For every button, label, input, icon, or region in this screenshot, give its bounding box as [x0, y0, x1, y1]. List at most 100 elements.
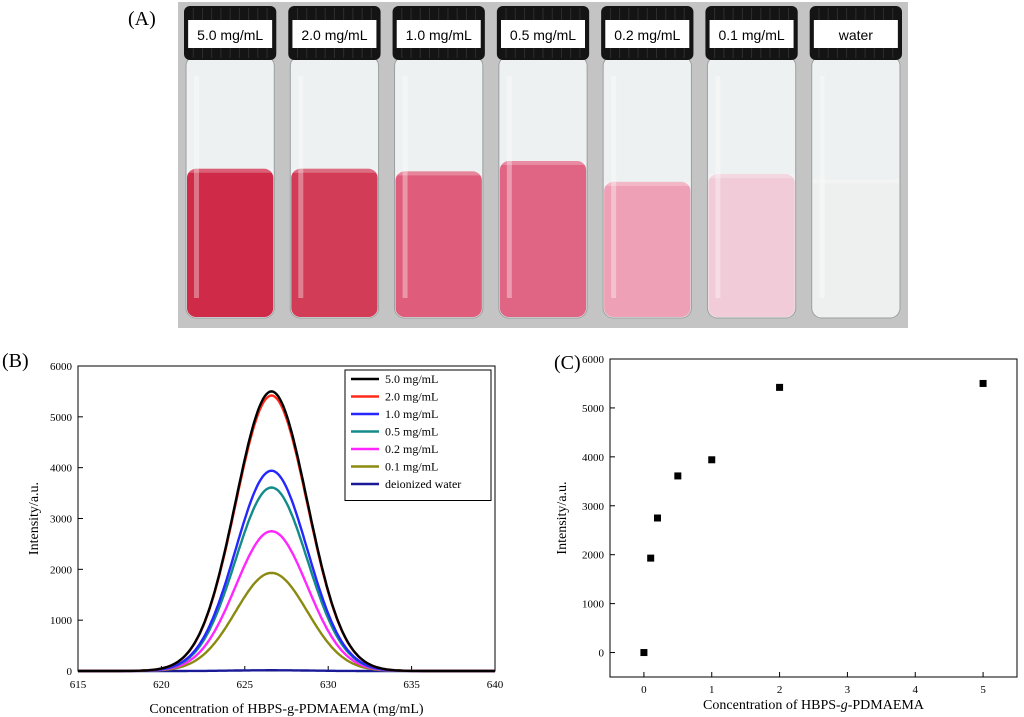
scatter-point [640, 649, 648, 657]
y-tick-label: 6000 [582, 354, 605, 366]
y-tick-label: 0 [599, 648, 605, 660]
vial-label-sticker [813, 20, 898, 48]
vial-meniscus [812, 179, 899, 184]
vial-highlight [506, 76, 512, 298]
vial-label: 0.5 mg/mL [510, 27, 576, 43]
vial-label-sticker [188, 20, 273, 48]
y-tick-label: 0 [67, 666, 73, 678]
y-tick-label: 2000 [50, 564, 73, 576]
scatter-point [979, 379, 987, 387]
scatter-point [674, 472, 682, 480]
vial-label: 5.0 mg/mL [197, 27, 263, 43]
panel-label-c: (C) [554, 352, 581, 374]
y-axis-label: Intensity/a.u. [27, 482, 42, 555]
spectrum-line [78, 390, 495, 673]
vials-photo: 5.0 mg/mL 2.0 mg/mL 1.0 mg/mL 0.5 mg/mL 0.2 … [178, 2, 908, 328]
vial-label: water [838, 27, 874, 43]
chart-b: 615 620 625 630 635 640 0 1000 2000 3000 4000 5000 6… [27, 361, 504, 717]
y-tick-label: 1000 [50, 615, 73, 627]
vial-liquid [604, 181, 691, 317]
x-tick-label: 625 [237, 679, 254, 691]
scatter-point [708, 456, 716, 464]
x-axis-label: Concentration of HBPS-g-PDMAEMA (mg/mL) [149, 702, 423, 717]
x-tick-label: 2 [777, 684, 783, 696]
spectrum-line [78, 486, 495, 673]
vial: 0.5 mg/mL [496, 6, 590, 319]
vial-label-sticker [605, 20, 690, 48]
vial-meniscus [187, 168, 274, 173]
y-tick-label: 4000 [50, 463, 73, 475]
y-tick-label: 3000 [50, 514, 73, 526]
vial-meniscus [499, 160, 587, 165]
x-tick-label: 630 [320, 679, 337, 691]
x-tick-label: 640 [487, 679, 504, 691]
x-tick-label: 635 [403, 679, 420, 691]
legend-entry: 5.0 mg/mL [385, 372, 438, 386]
vial-meniscus [291, 168, 378, 173]
y-axis-label: Intensity/a.u. [555, 481, 570, 554]
vial: 2.0 mg/mL [288, 6, 381, 319]
vial-label-sticker [396, 20, 481, 48]
vial-highlight [715, 76, 721, 298]
x-axis-label: Concentration of HBPS-g-PDMAEMA [703, 698, 925, 713]
vial: 1.0 mg/mL [392, 6, 485, 319]
vial-label-sticker [292, 20, 377, 48]
vial-label: 0.1 mg/mL [719, 27, 785, 43]
x-tick-label: 1 [709, 684, 715, 696]
vial-label-sticker [501, 20, 585, 48]
vial-liquid [291, 168, 378, 317]
spectrum-line [78, 571, 495, 673]
y-tick-label: 5000 [50, 412, 73, 424]
legend-box [344, 369, 492, 501]
legend-entry: 0.2 mg/mL [385, 442, 438, 456]
vial-label-sticker [709, 20, 794, 48]
x-axis-label-part: Concentration of HBPS- [703, 698, 841, 713]
vial: 0.2 mg/mL [601, 6, 694, 319]
y-tick-label: 6000 [50, 361, 73, 373]
y-tick-label: 3000 [582, 501, 605, 513]
x-tick-label: 4 [913, 684, 919, 696]
x-tick-label: 0 [641, 684, 647, 696]
y-tick-label: 5000 [582, 403, 605, 415]
vial-highlight [819, 76, 825, 298]
panel-label-a: (A) [128, 8, 156, 30]
vial-liquid [812, 179, 899, 317]
y-tick-label: 1000 [582, 599, 605, 611]
vial-liquid [187, 168, 274, 317]
x-tick-label: 3 [845, 684, 851, 696]
legend-entry: 2.0 mg/mL [385, 390, 438, 404]
vial-liquid [708, 174, 795, 317]
vial-label: 2.0 mg/mL [301, 27, 367, 43]
legend-entry: 0.5 mg/mL [385, 425, 438, 439]
vial-liquid [499, 160, 587, 317]
vial-highlight [298, 76, 304, 298]
y-tick-label: 4000 [582, 452, 605, 464]
x-tick-label: 5 [980, 684, 986, 696]
vial: water [809, 6, 902, 319]
vial-meniscus [708, 174, 795, 179]
x-tick-label: 615 [70, 679, 87, 691]
x-tick-label: 620 [153, 679, 170, 691]
plot-frame [609, 358, 1018, 678]
vial-meniscus [395, 171, 482, 176]
legend-entry: 0.1 mg/mL [385, 460, 438, 474]
scatter-point [776, 383, 784, 391]
vial-label: 1.0 mg/mL [406, 27, 472, 43]
scatter-point [647, 554, 655, 562]
vial-liquid [395, 171, 482, 317]
vial-highlight [194, 76, 199, 298]
legend-entry: deionized water [385, 477, 461, 491]
vial-highlight [611, 76, 617, 298]
y-tick-label: 2000 [582, 550, 605, 562]
scatter-point [653, 514, 661, 522]
legend-entry: 1.0 mg/mL [385, 407, 438, 421]
x-axis-label-part: -PDMAEMA [848, 698, 925, 713]
vial-highlight [402, 76, 408, 298]
vial: 5.0 mg/mL [184, 6, 277, 319]
panel-label-b: (B) [2, 350, 29, 372]
x-axis-label-part: g [841, 698, 848, 713]
vial-meniscus [604, 181, 691, 186]
spectrum-line [78, 529, 495, 673]
chart-c: 0 1 2 3 4 5 0 1000 2000 3000 4000 5000 6000 Concentra… [555, 354, 1018, 713]
